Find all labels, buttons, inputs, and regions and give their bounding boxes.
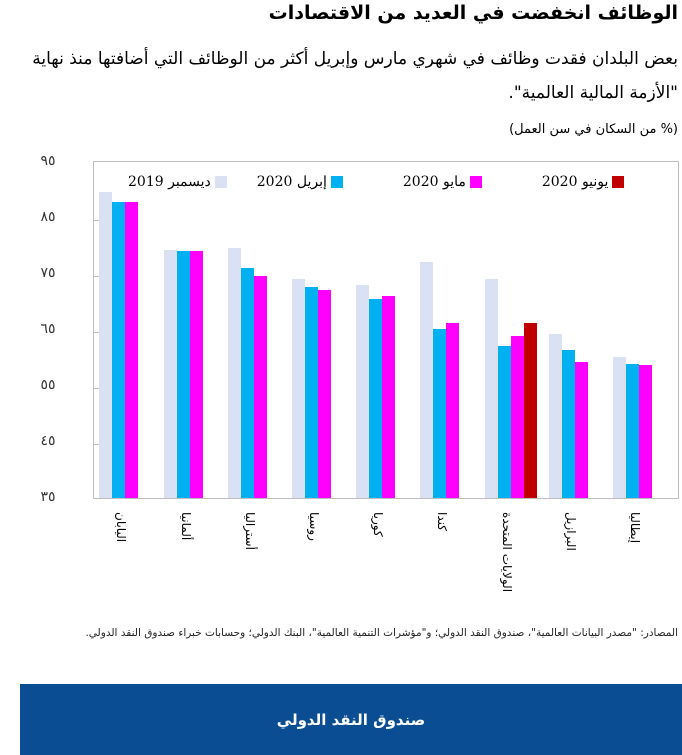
x-tick-label: الولايات المتحدة <box>500 512 514 593</box>
bar <box>241 267 254 498</box>
bar <box>190 251 203 498</box>
legend: ديسمبر 2019 إبريل 2020 مايو 2020 يونيو 2020 <box>128 174 625 190</box>
bar <box>112 201 125 498</box>
bar <box>228 248 241 498</box>
bar <box>639 365 652 498</box>
bar <box>382 295 395 498</box>
chart-subtitle: بعض البلدان فقدت وظائف في شهري مارس وإبر… <box>32 49 678 103</box>
legend-label: مايو 2020 <box>402 174 466 190</box>
x-tick-label: كوريا <box>371 512 385 537</box>
y-tick-label: ٨٥ <box>40 209 56 225</box>
y-tick-mark <box>94 332 100 333</box>
bar <box>254 276 267 498</box>
y-tick-label: ٤٥ <box>40 433 56 449</box>
bar <box>524 322 537 498</box>
bar <box>433 328 446 498</box>
y-tick-mark <box>94 220 100 221</box>
bar <box>485 279 498 498</box>
legend-item: إبريل 2020 <box>257 174 343 190</box>
bar <box>549 334 562 498</box>
bar <box>369 299 382 498</box>
legend-swatch-icon <box>469 176 482 188</box>
x-tick-label: البرازيل <box>564 512 578 551</box>
y-tick-label: ٣٥ <box>40 489 56 505</box>
x-tick-label: روسيا <box>307 512 321 541</box>
x-tick-label: ألمانيا <box>179 512 193 541</box>
y-tick-label: ٩٥ <box>40 153 56 169</box>
bar <box>177 251 190 498</box>
bar <box>292 279 305 498</box>
legend-item: يونيو 2020 <box>542 174 625 190</box>
y-tick-label: ٦٥ <box>40 321 56 337</box>
bar <box>420 262 433 498</box>
bar <box>446 322 459 498</box>
bar <box>164 249 177 498</box>
footer-label: صندوق النقد الدولي <box>276 710 426 729</box>
bar <box>99 192 112 498</box>
chart-title: الوظائف انخفضت في العديد من الاقتصادات <box>268 2 678 24</box>
chart-unit: (% من السكان في سن العمل) <box>509 122 678 137</box>
x-tick-label: إيطاليا <box>628 512 642 544</box>
bar <box>318 290 331 498</box>
bar <box>125 201 138 498</box>
y-tick-mark <box>94 276 100 277</box>
y-tick-label: ٧٥ <box>40 265 56 281</box>
plot-area <box>93 161 679 499</box>
bar <box>562 349 575 498</box>
legend-item: مايو 2020 <box>403 174 482 190</box>
y-tick-mark <box>94 444 100 445</box>
legend-swatch-icon <box>330 176 343 188</box>
imf-footer-banner: صندوق النقد الدولي <box>20 684 682 755</box>
y-tick-label: ٥٥ <box>40 377 56 393</box>
legend-item: ديسمبر 2019 <box>128 174 227 190</box>
y-tick-mark <box>94 388 100 389</box>
legend-label: ديسمبر 2019 <box>128 174 211 190</box>
legend-swatch-icon <box>214 176 227 188</box>
legend-label: إبريل 2020 <box>256 174 327 190</box>
legend-label: يونيو 2020 <box>541 174 609 190</box>
bar <box>356 285 369 498</box>
x-tick-label: كندا <box>435 512 449 531</box>
bar <box>575 362 588 498</box>
bar <box>511 335 524 498</box>
bar <box>613 356 626 498</box>
source-note: المصادر: "مصدر البيانات العالمية"، صندوق… <box>85 627 678 639</box>
x-tick-label: اليابان <box>114 512 128 543</box>
bar <box>626 364 639 498</box>
x-tick-label: أستراليا <box>243 512 257 550</box>
legend-swatch-icon <box>612 176 625 188</box>
bar <box>305 287 318 498</box>
bar <box>498 345 511 498</box>
